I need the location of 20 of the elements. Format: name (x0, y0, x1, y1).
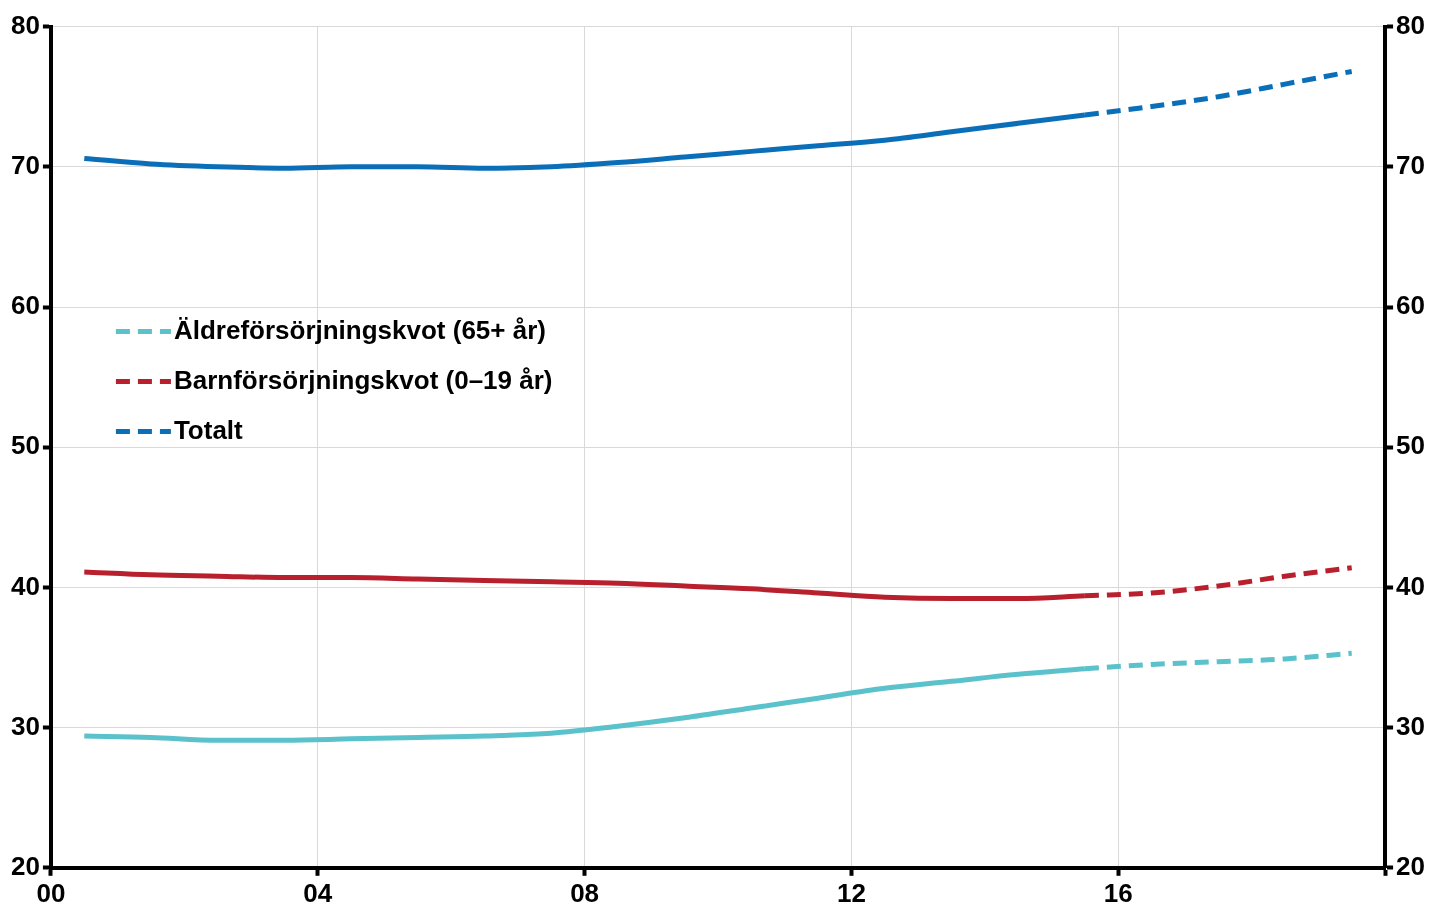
y2-tick-label: 20 (1396, 850, 1425, 881)
legend-label: Totalt (173, 414, 244, 445)
y-tick-label: 70 (11, 149, 40, 180)
y-tick-label: 60 (11, 290, 40, 321)
y2-tick-label: 70 (1396, 149, 1425, 180)
y2-tick-label: 40 (1396, 570, 1425, 601)
y-tick-label: 40 (11, 570, 40, 601)
y2-tick-label: 60 (1396, 290, 1425, 321)
y2-tick-label: 30 (1396, 710, 1425, 741)
y-tick-label: 30 (11, 710, 40, 741)
x-tick-label: 12 (836, 877, 866, 908)
y2-tick-label: 50 (1396, 430, 1425, 461)
legend-label: Äldreförsörjningskvot (65+ år) (173, 314, 546, 345)
y2-tick-label: 80 (1396, 9, 1425, 40)
y-tick-label: 80 (11, 9, 40, 40)
y-tick-label: 50 (11, 430, 40, 461)
x-tick-label: 08 (570, 877, 600, 908)
legend-label: Barnförsörjningskvot (0–19 år) (173, 364, 553, 395)
x-tick-label: 04 (303, 877, 333, 908)
x-tick-label: 16 (1103, 877, 1133, 908)
